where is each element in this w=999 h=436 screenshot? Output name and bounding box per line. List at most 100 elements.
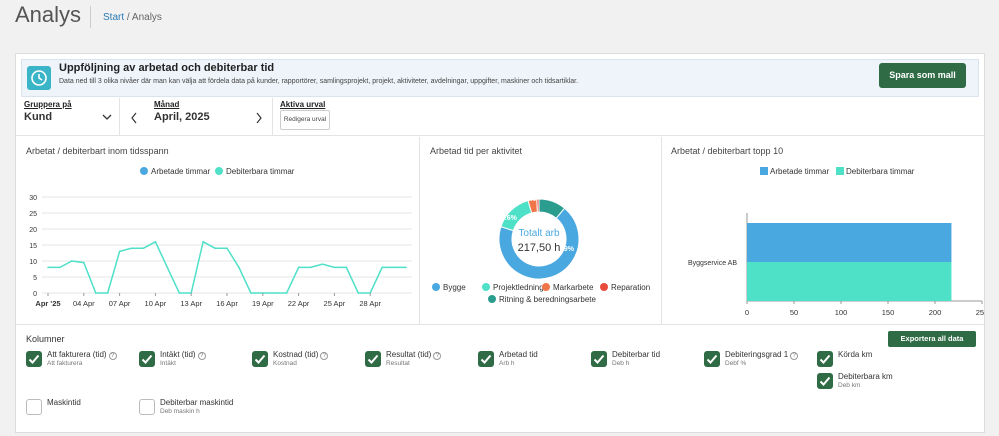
column-label: Körda km bbox=[838, 350, 872, 359]
help-icon[interactable]: ? bbox=[790, 352, 799, 360]
data-point bbox=[214, 247, 216, 249]
data-point bbox=[297, 266, 300, 269]
data-point bbox=[405, 266, 407, 269]
legend-label: Markarbete bbox=[553, 283, 594, 292]
check-icon bbox=[819, 376, 831, 386]
column-checkbox[interactable] bbox=[365, 351, 381, 367]
column-checkbox[interactable] bbox=[139, 399, 155, 415]
category-label: Byggservice AB bbox=[688, 260, 737, 267]
column-checkbox[interactable] bbox=[704, 351, 720, 367]
clock-icon bbox=[27, 66, 51, 90]
column-checkbox[interactable] bbox=[478, 351, 494, 367]
column-checkbox[interactable] bbox=[139, 351, 155, 367]
column-label: Resultat (tid)? bbox=[386, 350, 442, 360]
column-label-text: Arbetad tid bbox=[499, 350, 538, 359]
month-value[interactable]: April, 2025 bbox=[154, 111, 210, 123]
legend-swatch bbox=[542, 283, 550, 291]
banner-subtitle: Data ned till 3 olika nivåer där man kan… bbox=[59, 78, 579, 85]
y-tick-label: 10 bbox=[29, 259, 37, 266]
data-point bbox=[83, 261, 85, 264]
data-point bbox=[238, 266, 240, 269]
breadcrumb-start-link[interactable]: Start bbox=[103, 12, 125, 23]
data-point bbox=[71, 260, 73, 262]
page-title: Analys bbox=[15, 2, 82, 27]
chevron-down-icon[interactable] bbox=[102, 114, 112, 122]
legend-worked-swatch bbox=[140, 167, 148, 175]
data-point bbox=[202, 241, 204, 243]
help-icon[interactable]: ? bbox=[108, 352, 117, 360]
x-tick-label: 19 Apr bbox=[252, 299, 274, 308]
breadcrumb-current: Analys bbox=[131, 12, 162, 23]
column-checkbox[interactable] bbox=[817, 351, 833, 367]
x-tick-label: 22 Apr bbox=[288, 299, 310, 308]
check-icon bbox=[141, 354, 153, 364]
help-icon[interactable]: ? bbox=[320, 352, 329, 360]
bar-billable bbox=[747, 262, 952, 301]
active-filters-label: Aktiva urval bbox=[280, 100, 326, 109]
legend-swatch bbox=[432, 283, 440, 291]
donut-slice-bygge bbox=[498, 207, 580, 280]
data-point bbox=[154, 241, 157, 243]
help-icon[interactable]: ? bbox=[433, 352, 442, 360]
data-point bbox=[59, 266, 61, 269]
legend-billable-swatch bbox=[215, 167, 223, 175]
header-divider bbox=[90, 6, 91, 28]
data-point bbox=[47, 266, 49, 269]
series-line-billable bbox=[48, 240, 406, 294]
data-point bbox=[178, 292, 181, 294]
column-label-text: Debiteringsgrad 1 bbox=[725, 350, 789, 359]
column-checkbox[interactable] bbox=[817, 373, 833, 389]
x-tick-label: 100 bbox=[835, 308, 848, 317]
data-point bbox=[321, 263, 324, 265]
column-checkbox[interactable] bbox=[26, 351, 42, 367]
bar-worked bbox=[747, 223, 952, 262]
panel-divider bbox=[419, 137, 420, 325]
help-icon[interactable]: ? bbox=[197, 352, 206, 360]
donut-center-label: Totalt arb bbox=[518, 228, 560, 239]
check-icon bbox=[706, 354, 718, 364]
check-icon bbox=[28, 354, 40, 364]
charts-area: Arbetat / debiterbart inom tidsspann Arb… bbox=[16, 137, 984, 325]
data-point bbox=[285, 292, 288, 294]
x-tick-label: 07 Apr bbox=[109, 299, 131, 308]
info-banner: Uppföljning av arbetad och debiterbar ti… bbox=[21, 59, 979, 97]
column-sublabel: Intäkt bbox=[160, 360, 176, 367]
data-point bbox=[166, 266, 169, 269]
data-point bbox=[250, 292, 252, 294]
legend-swatch bbox=[482, 283, 490, 291]
legend-worked-label: Arbetade timmar bbox=[770, 167, 829, 176]
legend-swatch bbox=[600, 283, 608, 291]
legend-billable-label: Debiterbara timmar bbox=[846, 167, 915, 176]
edit-filters-button[interactable]: Redigera urval bbox=[280, 110, 330, 130]
export-all-button[interactable]: Exportera all data bbox=[888, 331, 976, 347]
column-checkbox[interactable] bbox=[26, 399, 42, 415]
legend-billable-label: Debiterbara timmar bbox=[226, 167, 295, 176]
group-by-select[interactable]: Kund bbox=[24, 111, 53, 123]
donut-slice-ritning bbox=[538, 198, 566, 219]
legend-swatch bbox=[488, 295, 496, 303]
line-chart: Arbetade timmar Debiterbara timmar 30 25 20 1… bbox=[29, 167, 412, 308]
group-by-label: Gruppera på bbox=[24, 100, 72, 109]
column-sublabel: Deb km bbox=[838, 382, 861, 389]
column-label-text: Maskintid bbox=[47, 398, 81, 407]
save-template-button[interactable]: Spara som mall bbox=[879, 63, 966, 88]
month-label: Månad bbox=[154, 100, 180, 109]
column-checkbox[interactable] bbox=[252, 351, 268, 367]
columns-title: Kolumner bbox=[26, 334, 65, 344]
column-label-text: Debiterbar tid bbox=[612, 350, 661, 359]
chevron-left-icon[interactable] bbox=[130, 112, 138, 124]
data-point bbox=[94, 292, 97, 294]
chevron-right-icon[interactable] bbox=[255, 112, 263, 124]
analysis-card: Uppföljning av arbetad och debiterbar ti… bbox=[15, 53, 985, 433]
x-tick-label: 16 Apr bbox=[216, 299, 238, 308]
column-sublabel: Deb maskin h bbox=[160, 408, 200, 415]
legend-worked-swatch bbox=[760, 167, 768, 175]
y-tick-label: 5 bbox=[33, 275, 37, 282]
column-checkbox[interactable] bbox=[591, 351, 607, 367]
filter-bar: Gruppera på Kund Månad April, 2025 Aktiv… bbox=[16, 98, 984, 136]
column-sublabel: Debf % bbox=[725, 360, 747, 367]
y-tick-label: 30 bbox=[29, 195, 37, 202]
legend-worked-label: Arbetade timmar bbox=[151, 167, 210, 176]
check-icon bbox=[254, 354, 266, 364]
banner-title: Uppföljning av arbetad och debiterbar ti… bbox=[59, 62, 275, 74]
